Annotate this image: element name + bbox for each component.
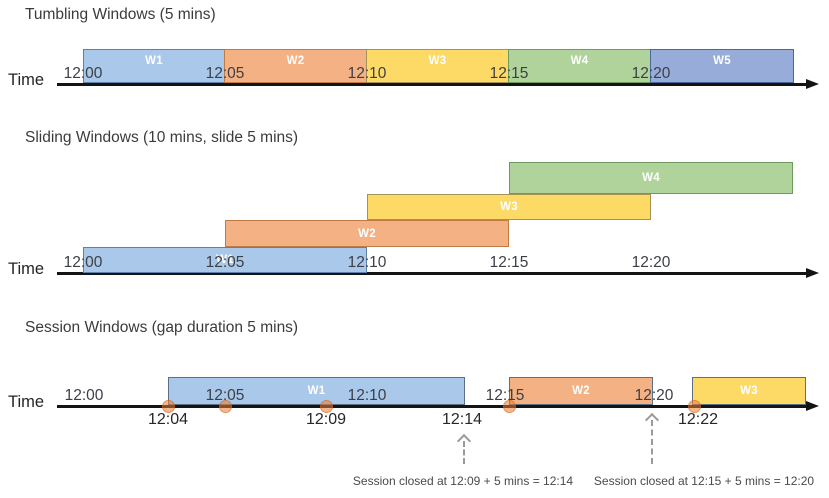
tumbling-timeline-arrowhead [806,79,819,89]
tumbling-window-label-w2: W2 [286,55,305,67]
session-tick-12-15: 12:15 [485,387,525,404]
session-timeline-arrowhead [806,401,819,411]
tumbling-tick-12-15: 12:15 [489,65,529,82]
sliding-tick-12-00: 12:00 [63,254,103,271]
sliding-window-w1: W1 [83,247,367,273]
sliding-window-w2: W2 [225,220,509,247]
tumbling-window-w4: W4 [508,49,651,83]
tumbling-tick-12-05: 12:05 [205,65,245,82]
sliding-section-title: Sliding Windows (10 mins, slide 5 mins) [25,129,299,146]
session-callout-dash-0 [463,441,465,464]
sliding-timeline-arrowhead [806,268,819,278]
tumbling-window-label-w3: W3 [428,55,447,67]
tumbling-window-w2: W2 [224,49,367,83]
tumbling-timeline-line [57,83,806,86]
sliding-timeline-line [57,272,806,275]
session-tick-12-10: 12:10 [347,387,387,404]
sliding-window-label-w1: W1 [216,254,234,266]
session-event-dot-4 [687,399,701,413]
tumbling-time-label: Time [8,71,45,89]
session-tick-12-20: 12:20 [634,387,674,404]
session-annotation-0: Session closed at 12:09 + 5 mins = 12:14 [352,474,574,488]
tumbling-tick-12-10: 12:10 [347,65,387,82]
session-event-dot-2 [319,399,333,413]
tumbling-tick-12-20: 12:20 [631,65,671,82]
tumbling-window-w5: W5 [650,49,794,83]
session-time-label: Time [8,393,45,411]
session-window-label-w3: W3 [740,385,758,397]
sliding-window-w4: W4 [509,162,793,194]
session-callout-dash-1 [651,420,653,464]
session-event-dot-3 [502,399,516,413]
sliding-tick-12-10: 12:10 [347,254,387,271]
session-window-label-w2: W2 [572,385,590,397]
session-window-w2: W2 [509,377,653,405]
session-annotation-1: Session closed at 12:15 + 5 mins = 12:20 [593,474,815,488]
tumbling-window-w1: W1 [83,49,225,83]
session-window-w3: W3 [692,377,806,405]
tumbling-window-label-w1: W1 [145,55,163,67]
session-section-title: Session Windows (gap duration 5 mins) [25,319,299,336]
session-event-time-12-14: 12:14 [441,411,483,428]
sliding-time-label: Time [8,260,45,278]
session-timeline-line [57,405,806,408]
session-event-dot-0 [161,399,175,413]
session-event-time-12-22: 12:22 [677,411,719,428]
sliding-tick-12-15: 12:15 [489,254,529,271]
session-window-w1: W1 [168,377,465,405]
tumbling-section-title: Tumbling Windows (5 mins) [25,6,216,23]
sliding-tick-12-05: 12:05 [205,254,245,271]
session-event-time-12-09: 12:09 [305,411,347,428]
sliding-window-label-w4: W4 [642,172,660,184]
session-event-time-12-04: 12:04 [147,411,189,428]
sliding-window-w3: W3 [367,194,651,220]
session-window-label-w1: W1 [307,385,326,397]
tumbling-window-label-w5: W5 [713,55,731,67]
sliding-window-label-w3: W3 [500,201,518,213]
session-tick-12-00: 12:00 [64,387,104,404]
tumbling-window-w3: W3 [366,49,509,83]
sliding-tick-12-20: 12:20 [631,254,671,271]
tumbling-tick-12-00: 12:00 [63,65,103,82]
session-tick-12-05: 12:05 [205,387,245,404]
sliding-window-label-w2: W2 [358,227,376,240]
tumbling-window-label-w4: W4 [570,55,589,67]
session-event-dot-1 [218,399,232,413]
